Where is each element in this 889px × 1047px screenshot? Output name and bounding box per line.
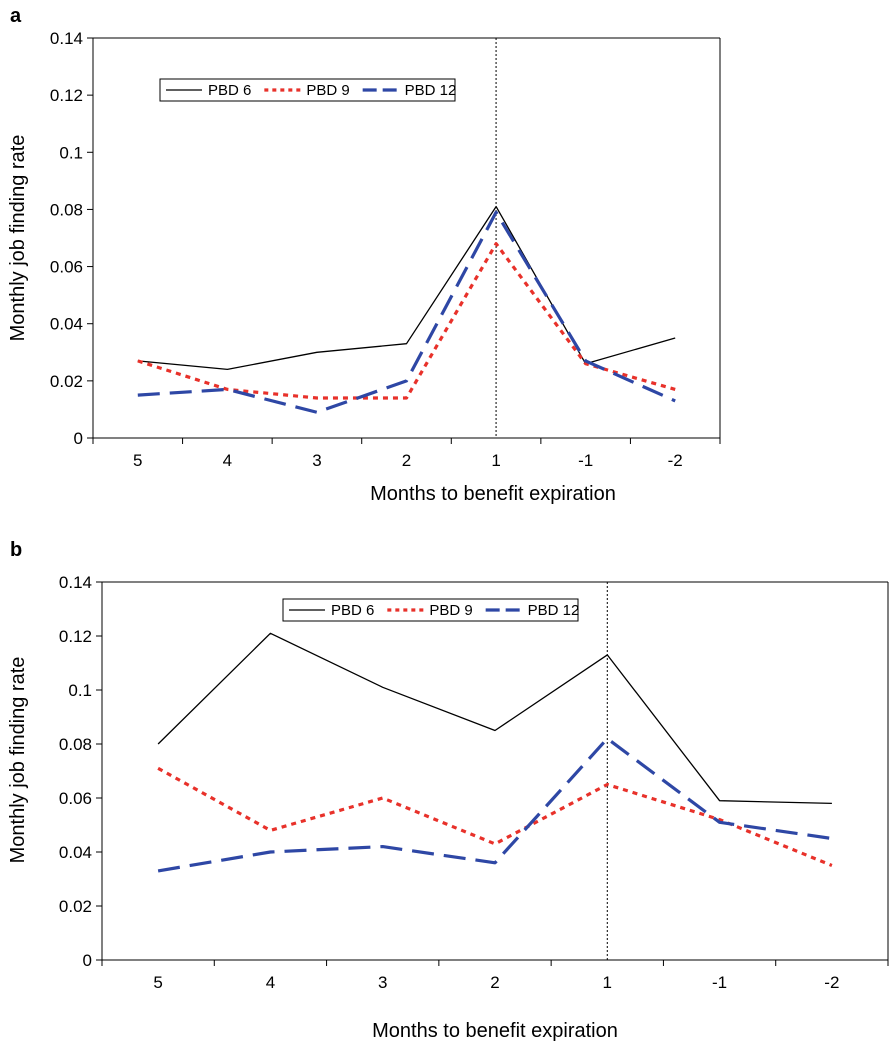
y-tick-label-a: 0.1 (59, 143, 83, 162)
y-tick-label-b: 0.02 (59, 897, 92, 916)
chart-panel-b: b Monthly job finding rate Months to ben… (7, 539, 889, 1042)
series-line-pbd-6-a (137, 205, 676, 371)
x-axis-title-a: Months to benefit expiration (370, 483, 616, 505)
legend-label-pbd-6-b: PBD 6 (331, 602, 374, 619)
y-tick-label-b: 0.04 (59, 843, 92, 862)
y-tick-label-a: 0.04 (50, 315, 83, 334)
y-tick-label-a: 0.12 (50, 86, 83, 105)
y-axis-title-a: Monthly job finding rate (7, 135, 29, 342)
y-axis-title-b: Monthly job finding rate (7, 657, 29, 864)
y-tick-label-b: 0 (83, 951, 92, 970)
series-line-pbd-12-b (157, 736, 833, 873)
y-tick-label-a: 0.08 (50, 200, 83, 219)
y-tick-label-b: 0.06 (59, 789, 92, 808)
x-tick-label-a: 5 (133, 451, 142, 470)
x-tick-label-b: -2 (824, 973, 839, 992)
y-tick-label-a: 0.06 (50, 258, 83, 277)
x-tick-label-b: 3 (378, 973, 387, 992)
x-tick-label-a: 1 (491, 451, 500, 470)
panel-label-b: b (10, 539, 22, 561)
plot-area-b: 0 0.02 0.04 0.06 0.08 0.1 0.12 0.14 5 4 3 2 1 -1 -2 (59, 573, 889, 992)
x-tick-label-b: -1 (712, 973, 727, 992)
x-tick-label-a: -1 (578, 451, 593, 470)
x-tick-label-b: 1 (603, 973, 612, 992)
y-tick-label-a: 0.02 (50, 372, 83, 391)
legend-label-pbd-9-b: PBD 9 (429, 602, 472, 619)
x-tick-label-b: 2 (490, 973, 499, 992)
x-axis-title-b: Months to benefit expiration (372, 1020, 618, 1042)
legend-label-pbd-12-b: PBD 12 (528, 602, 580, 619)
x-tick-label-a: -2 (668, 451, 683, 470)
panel-label-a: a (10, 5, 22, 27)
legend-label-pbd-9-a: PBD 9 (306, 82, 349, 99)
legend-label-pbd-6-a: PBD 6 (208, 82, 251, 99)
y-tick-label-b: 0.12 (59, 627, 92, 646)
legend-box-a (159, 78, 456, 102)
x-tick-label-a: 3 (312, 451, 321, 470)
y-tick-label-a: 0.14 (50, 29, 83, 48)
series-line-pbd-9-a (137, 242, 676, 400)
y-tick-label-b: 0.14 (59, 573, 92, 592)
x-tick-label-a: 2 (402, 451, 411, 470)
legend-box-b (282, 598, 579, 622)
legend-label-pbd-12-a: PBD 12 (405, 82, 457, 99)
chart-panel-a: a Monthly job finding rate Months to ben… (7, 5, 721, 505)
y-tick-label-a: 0 (74, 429, 83, 448)
legend-a: PBD 6 PBD 9 PBD 12 (159, 78, 457, 102)
plot-area-a: 0 0.02 0.04 0.06 0.08 0.1 0.12 0.14 5 4 3 2 1 -1 -2 (50, 29, 721, 470)
x-tick-label-b: 5 (153, 973, 162, 992)
x-tick-label-a: 4 (223, 451, 232, 470)
y-tick-label-b: 0.1 (68, 681, 92, 700)
series-line-pbd-9-b (157, 766, 833, 867)
series-line-pbd-12-a (137, 210, 676, 414)
y-tick-label-b: 0.08 (59, 735, 92, 754)
x-tick-label-b: 4 (266, 973, 275, 992)
series-line-pbd-6-b (157, 632, 832, 805)
legend-b: PBD 6 PBD 9 PBD 12 (282, 598, 580, 622)
